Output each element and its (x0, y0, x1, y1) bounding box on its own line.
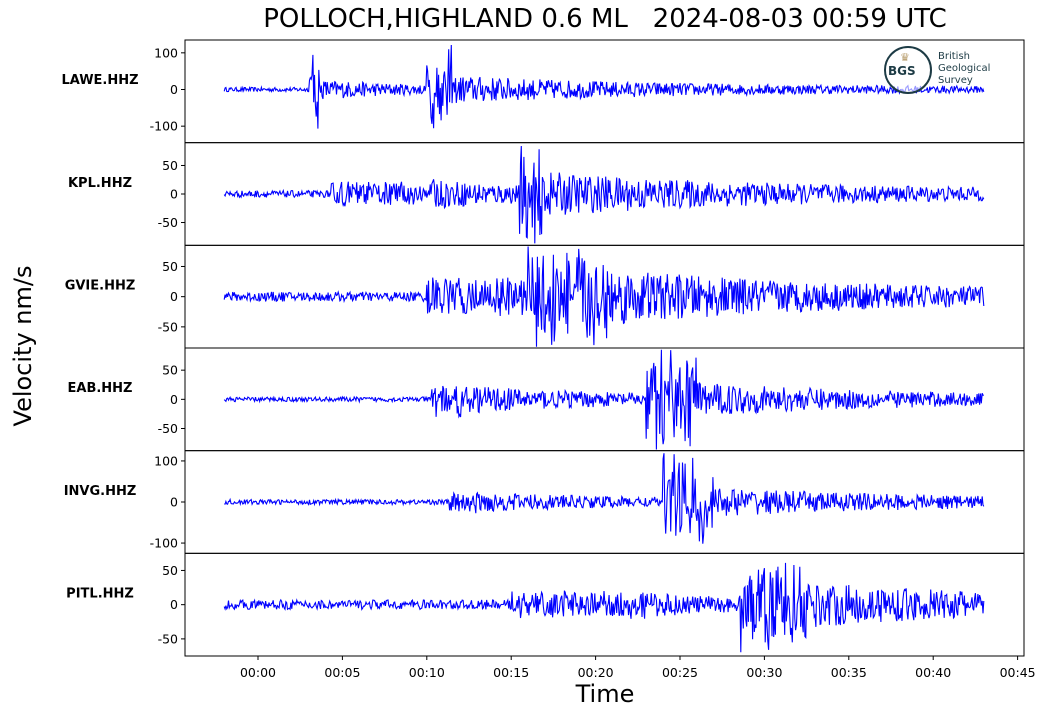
station-label: GVIE.HHZ (65, 278, 136, 293)
crown-icon: ♛ (900, 51, 910, 64)
x-tick-label: 00:05 (324, 665, 360, 680)
y-tick-label: 100 (154, 45, 178, 60)
y-tick-label: -100 (150, 536, 178, 551)
trace-panel-kpl-hhz: 50 0 -50 KPL.HHZ (68, 142, 1025, 246)
x-tick-label: 00:20 (578, 665, 614, 680)
bgs-logo: ♛ BGS British Geological Survey (884, 46, 1004, 96)
x-tick-label: 00:45 (1000, 665, 1036, 680)
x-tick-label: 00:00 (240, 665, 276, 680)
waveform-line (223, 44, 985, 129)
x-tick-label: 00:40 (915, 665, 951, 680)
y-tick-label: 0 (170, 187, 178, 202)
logo-abbr: BGS (888, 64, 916, 78)
station-label: LAWE.HHZ (61, 73, 138, 88)
station-label: PITL.HHZ (66, 586, 134, 601)
waveform-line (223, 349, 984, 450)
panel-frame (184, 347, 1025, 452)
trace-panel-invg-hhz: 100 0 -100 INVG.HHZ (64, 450, 1025, 554)
waveform-line (223, 246, 985, 347)
logo-text: British Geological Survey (938, 51, 990, 87)
trace-panel-gvie-hhz: 50 0 -50 GVIE.HHZ (65, 244, 1025, 349)
x-axis: 00:00 00:05 00:10 00:15 00:20 00:25 00:30 00:35… (240, 656, 1036, 680)
y-tick-label: 0 (170, 597, 178, 612)
y-tick-label: -50 (158, 421, 178, 436)
waveform-line (223, 145, 985, 244)
x-tick-label: 00:15 (493, 665, 529, 680)
trace-panel-lawe-hhz: 100 0 -100 LAWE.HHZ (61, 39, 1025, 144)
y-tick-label: -100 (150, 119, 178, 134)
logo-line2: Geological (938, 63, 991, 74)
x-tick-label: 00:30 (746, 665, 782, 680)
waveform-line (223, 562, 985, 653)
y-tick-label: -50 (158, 319, 178, 334)
y-tick-label: 50 (162, 259, 178, 274)
y-tick-label: 0 (170, 289, 178, 304)
y-tick-label: -50 (158, 631, 178, 646)
station-label: KPL.HHZ (68, 176, 132, 191)
y-tick-label: 0 (170, 82, 178, 97)
x-tick-label: 00:10 (409, 665, 445, 680)
x-tick-label: 00:25 (662, 665, 698, 680)
waveform-line (224, 453, 985, 544)
logo-circle (884, 46, 932, 94)
chart-title: POLLOCH,HIGHLAND 0.6 ML 2024-08-03 00:59… (263, 4, 947, 34)
trace-panel-eab-hhz: 50 0 -50 EAB.HHZ (68, 347, 1025, 452)
station-label: EAB.HHZ (68, 381, 133, 396)
x-axis-label: Time (575, 680, 635, 708)
y-tick-label: 0 (170, 495, 178, 510)
y-tick-label: 50 (162, 158, 178, 173)
panel-frame (184, 142, 1025, 246)
logo-line3: Survey (938, 75, 973, 86)
trace-panel-pitl-hhz: 50 0 -50 PITL.HHZ (66, 552, 1025, 657)
y-tick-label: 50 (162, 563, 178, 578)
y-tick-label: 50 (162, 363, 178, 378)
y-tick-label: 0 (170, 392, 178, 407)
logo-line1: British (938, 51, 970, 62)
y-tick-label: -50 (158, 215, 178, 230)
station-label: INVG.HHZ (64, 484, 137, 499)
x-tick-label: 00:35 (831, 665, 867, 680)
y-tick-label: 100 (154, 453, 178, 468)
